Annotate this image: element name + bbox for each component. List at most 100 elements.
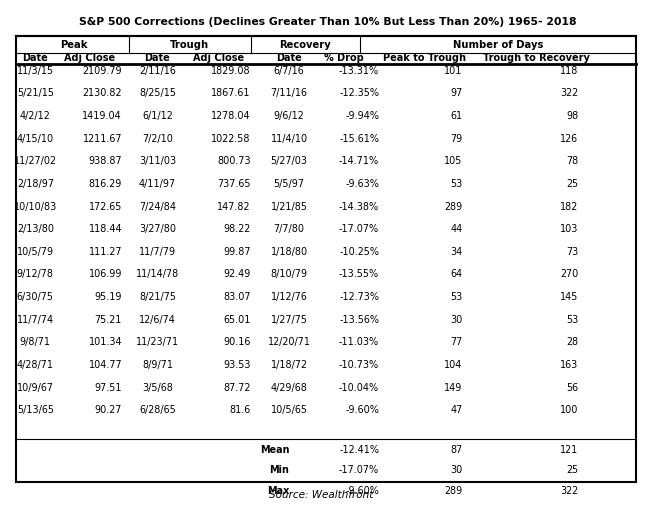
Text: 92.49: 92.49 [224, 269, 251, 280]
Text: 2/13/80: 2/13/80 [17, 224, 54, 234]
Text: 90.16: 90.16 [224, 337, 251, 348]
Text: 11/7/74: 11/7/74 [17, 315, 54, 325]
Text: 104: 104 [444, 360, 463, 370]
Text: 1867.61: 1867.61 [211, 88, 251, 98]
Text: 5/13/65: 5/13/65 [17, 405, 54, 416]
Text: 289: 289 [444, 486, 463, 496]
Text: -14.71%: -14.71% [339, 156, 379, 166]
Text: 1/12/76: 1/12/76 [271, 292, 307, 302]
Text: Date: Date [276, 53, 302, 63]
Text: Date: Date [145, 53, 171, 63]
Text: -13.56%: -13.56% [339, 315, 379, 325]
Text: 78: 78 [566, 156, 578, 166]
Text: 53: 53 [450, 179, 463, 189]
Text: 4/28/71: 4/28/71 [17, 360, 54, 370]
Text: 4/2/12: 4/2/12 [20, 111, 51, 121]
Text: Peak to Trough: Peak to Trough [382, 53, 466, 63]
Text: 53: 53 [566, 315, 578, 325]
Text: 6/1/12: 6/1/12 [142, 111, 172, 121]
Text: 77: 77 [450, 337, 463, 348]
Text: 147.82: 147.82 [217, 201, 251, 212]
Text: 7/2/10: 7/2/10 [142, 133, 173, 144]
Text: 7/24/84: 7/24/84 [139, 201, 176, 212]
Text: -12.35%: -12.35% [339, 88, 379, 98]
Text: 83.07: 83.07 [223, 292, 251, 302]
Text: -13.31%: -13.31% [339, 65, 379, 76]
Text: 61: 61 [450, 111, 463, 121]
Text: 121: 121 [560, 444, 578, 455]
Text: -9.63%: -9.63% [345, 179, 379, 189]
Text: Min: Min [269, 465, 289, 475]
Text: 79: 79 [450, 133, 463, 144]
Text: 1022.58: 1022.58 [211, 133, 251, 144]
Text: 289: 289 [444, 201, 463, 212]
Text: 1/18/72: 1/18/72 [271, 360, 307, 370]
Text: 8/21/75: 8/21/75 [139, 292, 176, 302]
Text: 56: 56 [566, 383, 578, 393]
Text: 87.72: 87.72 [224, 383, 251, 393]
Text: Adj Close: Adj Close [65, 53, 116, 63]
Text: 9/6/12: 9/6/12 [274, 111, 304, 121]
Text: -15.61%: -15.61% [339, 133, 379, 144]
Text: -10.25%: -10.25% [339, 247, 379, 257]
Text: -9.94%: -9.94% [345, 111, 379, 121]
Text: -12.73%: -12.73% [339, 292, 379, 302]
Text: 5/5/97: 5/5/97 [274, 179, 305, 189]
Text: 3/5/68: 3/5/68 [142, 383, 173, 393]
Text: Trough to Recovery: Trough to Recovery [483, 53, 590, 63]
Text: 3/27/80: 3/27/80 [139, 224, 176, 234]
Text: 4/29/68: 4/29/68 [271, 383, 307, 393]
Text: S&P 500 Corrections (Declines Greater Than 10% But Less Than 20%) 1965- 2018: S&P 500 Corrections (Declines Greater Th… [79, 16, 576, 27]
Text: 44: 44 [450, 224, 463, 234]
Text: 10/10/83: 10/10/83 [14, 201, 57, 212]
Text: 97: 97 [450, 88, 463, 98]
Text: -10.04%: -10.04% [339, 383, 379, 393]
Text: 11/4/10: 11/4/10 [271, 133, 307, 144]
Text: -9.60%: -9.60% [345, 405, 379, 416]
Text: 12/6/74: 12/6/74 [139, 315, 176, 325]
Text: 11/7/79: 11/7/79 [139, 247, 176, 257]
Text: 11/27/02: 11/27/02 [14, 156, 57, 166]
Text: 65.01: 65.01 [224, 315, 251, 325]
Text: 118.44: 118.44 [89, 224, 122, 234]
Text: 126: 126 [560, 133, 578, 144]
Text: Number of Days: Number of Days [453, 40, 543, 50]
Text: 149: 149 [444, 383, 463, 393]
Text: Recovery: Recovery [279, 40, 331, 50]
Text: 47: 47 [450, 405, 463, 416]
Text: 98: 98 [566, 111, 578, 121]
Text: 30: 30 [450, 315, 463, 325]
Text: 145: 145 [560, 292, 578, 302]
Text: -14.38%: -14.38% [339, 201, 379, 212]
Text: 2/11/16: 2/11/16 [139, 65, 176, 76]
Text: 5/27/03: 5/27/03 [271, 156, 307, 166]
Text: Date: Date [23, 53, 48, 63]
Text: 75.21: 75.21 [95, 315, 122, 325]
Text: -10.73%: -10.73% [339, 360, 379, 370]
Text: 99.87: 99.87 [223, 247, 251, 257]
Text: 11/14/78: 11/14/78 [136, 269, 179, 280]
Text: 3/11/03: 3/11/03 [139, 156, 176, 166]
Text: 1/18/80: 1/18/80 [271, 247, 307, 257]
Text: 111.27: 111.27 [89, 247, 122, 257]
Text: 8/25/15: 8/25/15 [139, 88, 176, 98]
Text: Trough: Trough [170, 40, 209, 50]
Text: 6/28/65: 6/28/65 [139, 405, 176, 416]
Text: 1829.08: 1829.08 [211, 65, 251, 76]
Text: 7/7/80: 7/7/80 [274, 224, 305, 234]
Text: 81.6: 81.6 [229, 405, 251, 416]
Text: 105: 105 [444, 156, 463, 166]
Text: 1278.04: 1278.04 [211, 111, 251, 121]
Text: 172.65: 172.65 [89, 201, 122, 212]
Text: 2130.82: 2130.82 [83, 88, 122, 98]
Text: Source: Wealthfront: Source: Wealthfront [269, 490, 373, 501]
Text: -9.60%: -9.60% [345, 486, 379, 496]
Text: 1419.04: 1419.04 [82, 111, 122, 121]
Text: 816.29: 816.29 [89, 179, 122, 189]
Text: 25: 25 [566, 465, 578, 475]
Text: 100: 100 [560, 405, 578, 416]
Text: 97.51: 97.51 [94, 383, 122, 393]
Text: 101: 101 [444, 65, 463, 76]
Text: -12.41%: -12.41% [339, 444, 379, 455]
Text: 90.27: 90.27 [95, 405, 122, 416]
